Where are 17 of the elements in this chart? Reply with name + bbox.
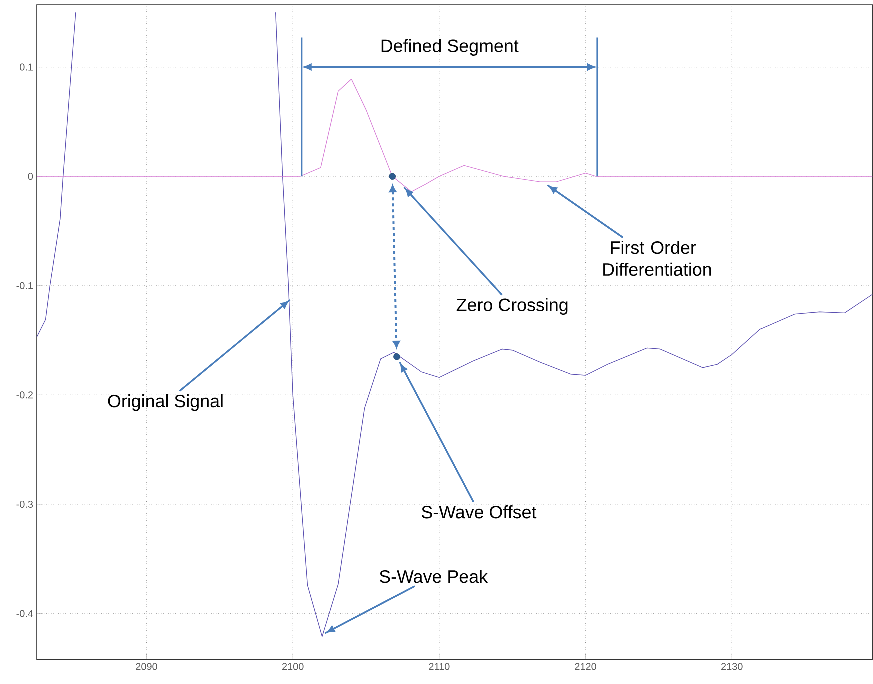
annotation: First Order Differentiation <box>604 241 712 276</box>
annotation: Zero Crossing <box>456 298 568 316</box>
annotation: S-Wave Peak <box>380 570 488 584</box>
x-tick-label: 2130 <box>722 663 743 670</box>
annotation: S-Wave Offset <box>422 506 537 519</box>
y-tick-label: -0.1 <box>16 282 33 290</box>
x-tick-label: 2120 <box>575 663 596 670</box>
x-tick-label: 2100 <box>282 663 304 670</box>
y-tick-label: -0.3 <box>16 501 34 508</box>
y-tick-label: -0.2 <box>16 392 33 399</box>
annotation: Original Signal <box>108 394 223 412</box>
y-tick-label: 0 <box>28 173 34 180</box>
y-tick-label: 0.1 <box>20 64 33 71</box>
y-tick-label: -0.4 <box>16 610 34 618</box>
x-tick-label: 2090 <box>136 663 158 670</box>
annotation: Defined Segment <box>382 39 519 56</box>
x-tick-label: 2110 <box>429 663 450 670</box>
